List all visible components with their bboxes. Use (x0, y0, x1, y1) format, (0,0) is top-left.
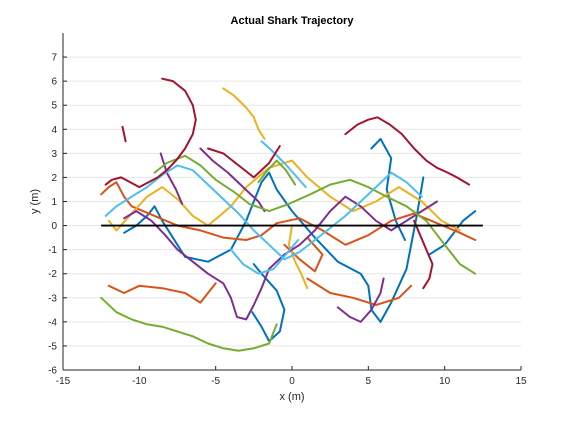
trajectory-line-24 (207, 145, 281, 179)
trajectory-line-9 (107, 159, 461, 232)
y-tick-label: 2 (51, 173, 57, 184)
y-tick-label: 0 (51, 221, 57, 232)
x-tick-label: 5 (366, 376, 372, 387)
trajectory-line-21 (229, 239, 300, 275)
trajectory-line-25 (413, 219, 434, 290)
x-tick-label: -15 (56, 376, 71, 387)
trajectory-line-13 (199, 147, 266, 213)
series-layer (100, 77, 477, 352)
y-axis-label: y (m) (29, 189, 41, 214)
y-tick-label: 3 (51, 149, 57, 160)
y-tick-label: 5 (51, 101, 57, 112)
chart-title: Actual Shark Trajectory (231, 15, 355, 27)
x-tick-label: -10 (132, 376, 147, 387)
y-tick-label: -5 (48, 341, 57, 352)
y-tick-label: 7 (51, 53, 57, 64)
y-tick-label: -6 (48, 366, 57, 377)
trajectory-line-12 (123, 195, 438, 321)
x-tick-label: 15 (515, 376, 527, 387)
trajectory-line-23 (344, 116, 471, 186)
trajectory-line-11 (287, 224, 309, 290)
x-tick-label: -5 (211, 376, 220, 387)
trajectory-line-6 (107, 282, 217, 304)
trajectory-line-16 (100, 296, 278, 352)
x-tick-labels: -15 -10 -5 0 5 10 15 (56, 376, 527, 387)
trajectory-line-17 (153, 154, 477, 275)
axes-layer (62, 33, 522, 371)
y-tick-label: 4 (51, 125, 57, 136)
trajectory-line-14 (336, 277, 385, 323)
y-tick-label: -3 (48, 293, 57, 304)
y-tick-label: 1 (51, 197, 57, 208)
x-tick-label: 10 (439, 376, 451, 387)
trajectory-line-2 (251, 263, 286, 343)
trajectory-line-20 (260, 140, 307, 189)
y-tick-label: -4 (48, 317, 57, 328)
x-tick-label: 0 (289, 376, 295, 387)
y-tick-label: -2 (48, 269, 57, 280)
trajectory-line-18 (257, 159, 297, 186)
x-axis-label: x (m) (279, 391, 304, 403)
trajectory-line-26 (121, 125, 127, 143)
y-tick-labels: -6 -5 -4 -3 -2 -1 0 1 2 3 4 5 6 7 (48, 53, 57, 377)
trajectory-line-19 (104, 164, 423, 261)
trajectory-line-4 (428, 210, 477, 256)
trajectory-line-15 (159, 152, 184, 205)
trajectory-line-22 (104, 77, 197, 189)
trajectory-line-7 (306, 277, 413, 306)
y-tick-label: -1 (48, 245, 57, 256)
y-tick-label: 6 (51, 77, 57, 88)
trajectory-line-10 (222, 87, 266, 140)
